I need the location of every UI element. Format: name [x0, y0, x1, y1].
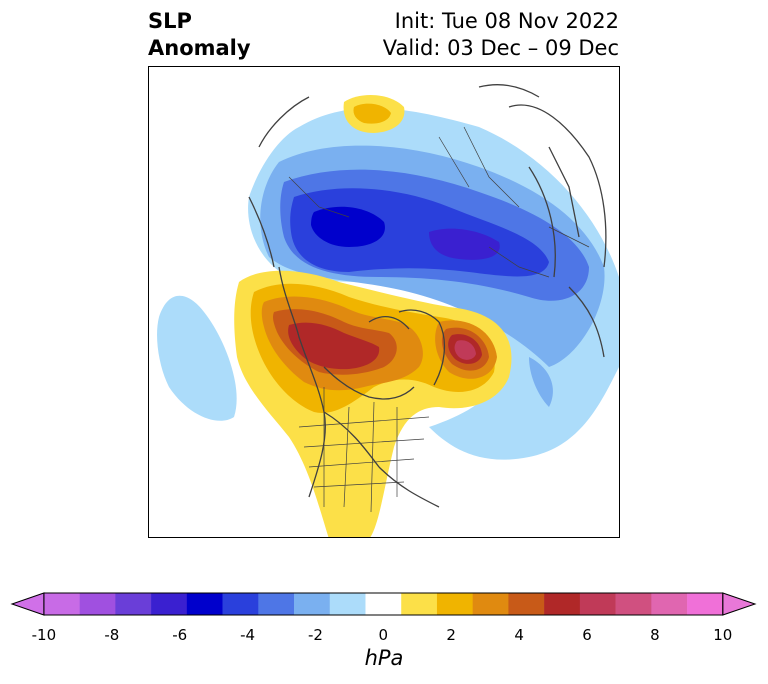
title-slp: SLP [148, 9, 192, 33]
colorbar-segment [472, 593, 509, 615]
colorbar-segment [544, 593, 581, 615]
colorbar-tick-label: -4 [240, 626, 256, 644]
colorbar-tick-label: 4 [514, 626, 524, 644]
colorbar-segment [43, 593, 80, 615]
colorbar-segment [222, 593, 259, 615]
contour-pos-north-gold [353, 103, 391, 124]
colorbar-segment [115, 593, 152, 615]
colorbar-tick-label: 2 [446, 626, 456, 644]
anomaly-map [148, 66, 620, 538]
colorbar-tick-label: 10 [713, 626, 733, 644]
colorbar-segment [258, 593, 295, 615]
colorbar-segment [651, 593, 688, 615]
contour-pos-red [288, 322, 380, 370]
colorbar-segments [43, 593, 724, 615]
contour-neg-darkest-east [429, 228, 500, 260]
colorbar [10, 592, 757, 616]
colorbar-tick-label: -8 [104, 626, 120, 644]
colorbar-segment [186, 593, 223, 615]
colorbar-segment [151, 593, 188, 615]
colorbar-segment [687, 593, 724, 615]
colorbar-segment [79, 593, 116, 615]
colorbar-tick-label: 6 [582, 626, 592, 644]
coastlines [248, 84, 607, 508]
colorbar-segment [365, 593, 402, 615]
contour-neg-light-left [157, 295, 237, 421]
valid-date: Valid: 03 Dec – 09 Dec [382, 36, 619, 60]
map-canvas [157, 84, 619, 537]
init-date: Init: Tue 08 Nov 2022 [394, 9, 619, 33]
colorbar-segment [436, 593, 473, 615]
colorbar-tick-label: 0 [378, 626, 389, 644]
colorbar-tick-label: -2 [308, 626, 323, 644]
colorbar-segment [329, 593, 366, 615]
colorbar-segment [508, 593, 545, 615]
colorbar-under-triangle [10, 592, 45, 616]
title-anomaly: Anomaly [148, 36, 251, 60]
contour-neg-mid-east [529, 357, 553, 407]
contour-neg-darkest-west [311, 206, 385, 247]
map-title: SLP Anomaly [148, 8, 251, 62]
political-borders [288, 126, 590, 513]
colorbar-segment [294, 593, 331, 615]
colorbar-segment [579, 593, 616, 615]
colorbar-tick-label: 8 [650, 626, 660, 644]
colorbar-tick-label: -10 [31, 626, 57, 644]
date-info: Init: Tue 08 Nov 2022 Valid: 03 Dec – 09… [383, 8, 619, 62]
colorbar-outline [43, 592, 724, 616]
contour-pos-crimson-east [454, 340, 476, 360]
colorbar-segment [401, 593, 438, 615]
colorbar-over-triangle [722, 592, 757, 616]
colorbar-units: hPa [364, 646, 404, 670]
colorbar-tick-label: -6 [172, 626, 188, 644]
colorbar-segment [615, 593, 652, 615]
